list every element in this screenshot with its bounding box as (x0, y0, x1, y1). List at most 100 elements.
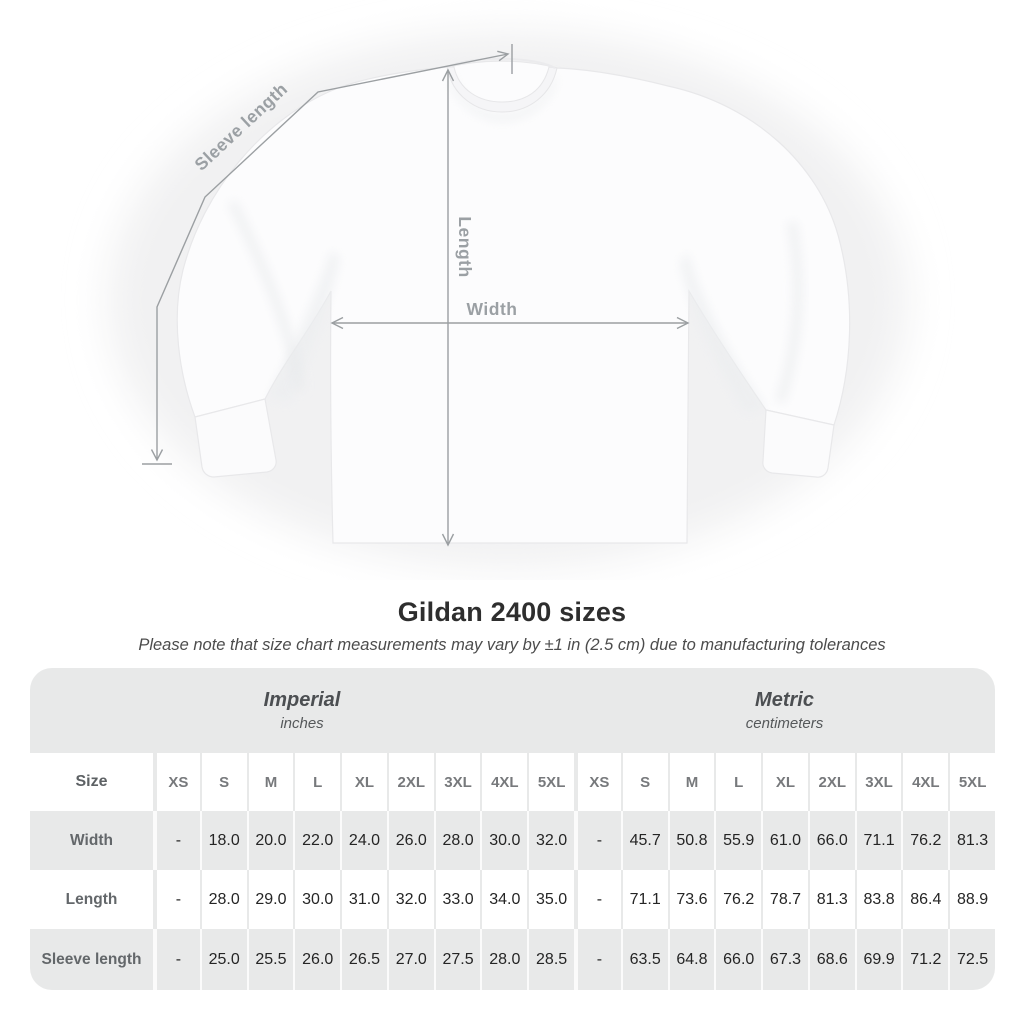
value-cell-metric: 45.7 (620, 811, 668, 870)
value-cell-imperial: - (153, 870, 200, 929)
value-cell-metric: - (574, 929, 621, 990)
value-cell-metric: 64.8 (667, 929, 715, 990)
value-cell-metric: 66.0 (714, 929, 762, 990)
size-header-metric-l: L (714, 753, 762, 811)
size-header-metric-xs: XS (574, 753, 621, 811)
value-cell-imperial: 30.0 (480, 811, 528, 870)
value-cell-imperial: - (153, 811, 200, 870)
size-header-imperial-m: M (246, 753, 294, 811)
left-cuff (194, 398, 277, 478)
size-header-imperial-2xl: 2XL (386, 753, 434, 811)
collar-back (449, 57, 556, 69)
metric-title: Metric (755, 689, 814, 711)
value-cell-imperial: 30.0 (293, 870, 341, 929)
metric-unit-header: Metric centimeters (574, 668, 995, 753)
value-cell-imperial: 26.0 (293, 929, 341, 990)
value-cell-imperial: 32.0 (386, 870, 434, 929)
right-cuff (762, 409, 835, 478)
right-sleeve-fold (775, 221, 803, 404)
size-header-metric-2xl: 2XL (807, 753, 855, 811)
value-cell-imperial: 35.0 (527, 870, 574, 929)
value-cell-metric: 50.8 (667, 811, 715, 870)
size-chart-table: Imperial inches Metric centimeters Size X… (30, 668, 995, 990)
size-header-imperial-l: L (293, 753, 341, 811)
size-column-header: Size (30, 753, 153, 811)
value-cell-imperial: 25.0 (199, 929, 247, 990)
value-cell-imperial: 26.0 (386, 811, 434, 870)
page-title: Gildan 2400 sizes (397, 597, 627, 627)
value-cell-metric: 69.9 (854, 929, 902, 990)
value-cell-metric: 83.8 (854, 870, 902, 929)
value-cell-imperial: 25.5 (246, 929, 294, 990)
size-header-metric-5xl: 5XL (948, 753, 995, 811)
value-cell-imperial: 27.5 (433, 929, 481, 990)
value-cell-metric: - (574, 811, 621, 870)
value-cell-imperial: 28.0 (199, 870, 247, 929)
size-header-imperial-s: S (199, 753, 247, 811)
value-cell-metric: 67.3 (761, 929, 808, 990)
length-arrow (441, 68, 455, 547)
value-cell-imperial: 31.0 (340, 870, 387, 929)
value-cell-metric: 68.6 (807, 929, 855, 990)
value-cell-imperial: 26.5 (340, 929, 387, 990)
value-cell-metric: 63.5 (620, 929, 668, 990)
imperial-unit: inches (280, 715, 324, 732)
row-label-length: Length (30, 870, 153, 929)
value-cell-imperial: 29.0 (246, 870, 294, 929)
value-cell-metric: 81.3 (807, 870, 855, 929)
tolerance-note: Please note that size chart measurements… (138, 636, 886, 654)
value-cell-imperial: 32.0 (527, 811, 574, 870)
value-cell-metric: 81.3 (948, 811, 995, 870)
chart-heading: Gildan 2400 sizes Please note that size … (0, 597, 1024, 655)
size-header-metric-4xl: 4XL (901, 753, 949, 811)
under-collar-shadow (450, 72, 556, 121)
size-header-imperial-4xl: 4XL (480, 753, 528, 811)
value-cell-metric: 66.0 (807, 811, 855, 870)
value-cell-metric: 86.4 (901, 870, 949, 929)
row-label-sleeve-length: Sleeve length (30, 929, 153, 990)
length-label: Length (455, 216, 475, 277)
right-sleeve-shadow (680, 252, 766, 414)
value-cell-metric: 76.2 (901, 811, 949, 870)
value-cell-imperial: 28.0 (480, 929, 528, 990)
value-cell-metric: 72.5 (948, 929, 995, 990)
left-sleeve-fold (227, 199, 305, 391)
width-arrow (330, 316, 690, 330)
value-cell-imperial: 34.0 (480, 870, 528, 929)
value-cell-metric: 71.2 (901, 929, 949, 990)
value-cell-metric: - (574, 870, 621, 929)
value-cell-metric: 55.9 (714, 811, 762, 870)
imperial-unit-header: Imperial inches (30, 668, 574, 753)
value-cell-imperial: 33.0 (433, 870, 481, 929)
value-cell-imperial: 20.0 (246, 811, 294, 870)
imperial-title: Imperial (263, 689, 341, 711)
width-label: Width (467, 299, 518, 319)
value-cell-imperial: 22.0 (293, 811, 341, 870)
sleeve-length-arrow (142, 44, 513, 465)
value-cell-metric: 76.2 (714, 870, 762, 929)
value-cell-imperial: 18.0 (199, 811, 247, 870)
value-cell-imperial: 27.0 (386, 929, 434, 990)
size-header-imperial-3xl: 3XL (433, 753, 481, 811)
shirt-measurement-diagram: Width Length Sleeve length (108, 32, 908, 568)
value-cell-imperial: 28.0 (433, 811, 481, 870)
value-cell-imperial: - (153, 929, 200, 990)
value-cell-metric: 71.1 (854, 811, 902, 870)
shirt-graphic (176, 60, 851, 544)
value-cell-metric: 88.9 (948, 870, 995, 929)
size-header-imperial-5xl: 5XL (527, 753, 574, 811)
value-cell-imperial: 24.0 (340, 811, 387, 870)
value-cell-metric: 78.7 (761, 870, 808, 929)
value-cell-imperial: 28.5 (527, 929, 574, 990)
value-cell-metric: 61.0 (761, 811, 808, 870)
collar (446, 66, 558, 113)
size-header-metric-m: M (667, 753, 715, 811)
size-header-metric-xl: XL (761, 753, 808, 811)
left-sleeve-shadow (268, 250, 340, 402)
metric-unit: centimeters (745, 715, 824, 732)
value-cell-metric: 73.6 (667, 870, 715, 929)
size-header-imperial-xs: XS (153, 753, 200, 811)
size-header-metric-s: S (620, 753, 668, 811)
row-label-width: Width (30, 811, 153, 870)
